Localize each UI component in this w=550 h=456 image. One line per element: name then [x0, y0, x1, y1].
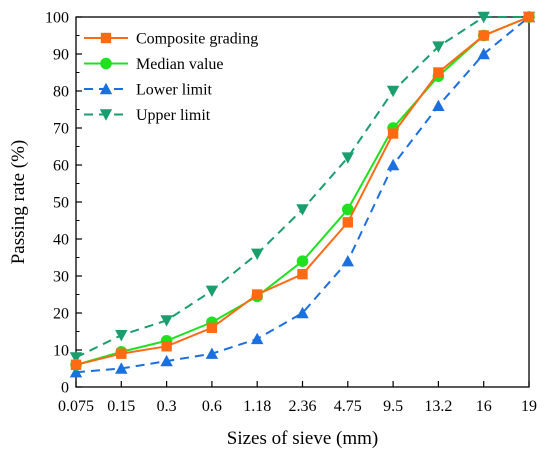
data-point — [341, 255, 354, 267]
x-tick-label: 0.15 — [107, 398, 135, 415]
x-tick-label: 0.6 — [202, 398, 222, 415]
y-tick-label: 70 — [53, 121, 69, 138]
data-point — [386, 85, 400, 98]
data-point — [386, 158, 400, 171]
y-tick-label: 20 — [53, 306, 69, 323]
x-tick-label: 19 — [521, 398, 537, 415]
y-tick-label: 100 — [45, 10, 69, 27]
data-point — [523, 11, 535, 23]
legend-item: Median value — [84, 56, 224, 73]
data-point — [387, 128, 399, 139]
data-point — [296, 306, 309, 319]
data-point — [341, 152, 354, 164]
data-point — [206, 322, 218, 333]
x-tick-label: 2.36 — [289, 398, 317, 415]
y-axis-title: Passing rate (%) — [8, 140, 29, 265]
series-3 — [69, 11, 536, 364]
legend-swatch-marker — [99, 82, 113, 95]
data-point — [433, 67, 444, 78]
x-tick-label: 16 — [476, 398, 492, 415]
legend-swatch-marker — [99, 109, 113, 121]
data-point — [297, 268, 308, 280]
data-point — [296, 204, 309, 216]
y-tick-label: 90 — [53, 47, 69, 64]
data-point — [478, 30, 489, 41]
x-tick-label: 0.075 — [58, 398, 94, 415]
y-tick-label: 40 — [53, 232, 69, 249]
data-point — [251, 332, 264, 345]
x-tick-label: 0.3 — [157, 398, 177, 415]
data-point — [161, 341, 172, 352]
x-tick-label: 4.75 — [334, 398, 362, 415]
series-layer — [69, 10, 536, 378]
data-point — [116, 348, 127, 359]
data-point — [342, 217, 353, 228]
data-point — [477, 47, 490, 60]
series-0 — [70, 11, 535, 370]
y-tick-label: 30 — [53, 269, 69, 286]
y-tick-label: 0 — [61, 380, 69, 397]
y-tick-label: 10 — [53, 343, 69, 360]
x-tick-label: 1.18 — [243, 398, 271, 415]
data-point — [432, 41, 445, 53]
legend-label: Median value — [136, 56, 224, 73]
data-point — [160, 315, 173, 327]
data-point — [70, 359, 82, 370]
data-point — [296, 255, 309, 267]
legend-item: Upper limit — [84, 107, 211, 124]
x-tick-label: 9.5 — [383, 398, 403, 415]
data-point — [69, 352, 83, 364]
y-tick-label: 80 — [53, 84, 69, 101]
data-point — [69, 366, 83, 378]
axes: 0 10 20 30 40 50 60 70 80 90 100 0.075 0.15 0.3 0.6 1.1… — [45, 10, 537, 416]
data-point — [115, 362, 128, 374]
y-tick-label: 50 — [53, 195, 69, 212]
data-point — [160, 354, 173, 367]
legend-label: Upper limit — [136, 107, 211, 124]
data-point — [432, 99, 445, 111]
legend-item: Composite grading — [84, 31, 258, 48]
x-tick-label: 13.2 — [424, 398, 452, 415]
legend: Composite grading Median value Lower limit… — [84, 31, 258, 124]
legend-swatch-marker — [100, 32, 112, 44]
data-point — [205, 347, 219, 359]
legend-item: Lower limit — [84, 82, 213, 99]
legend-label: Composite grading — [136, 31, 258, 48]
data-point — [115, 330, 128, 342]
data-point — [205, 285, 219, 297]
data-point — [342, 203, 354, 216]
y-tick-label: 60 — [53, 158, 69, 175]
data-point — [251, 248, 264, 260]
data-point — [477, 11, 490, 24]
legend-swatch-marker — [100, 57, 112, 70]
x-axis-title: Sizes of sieve (mm) — [227, 428, 378, 449]
series-line — [75, 16, 530, 374]
legend-label: Lower limit — [136, 82, 213, 99]
data-point — [252, 289, 263, 300]
